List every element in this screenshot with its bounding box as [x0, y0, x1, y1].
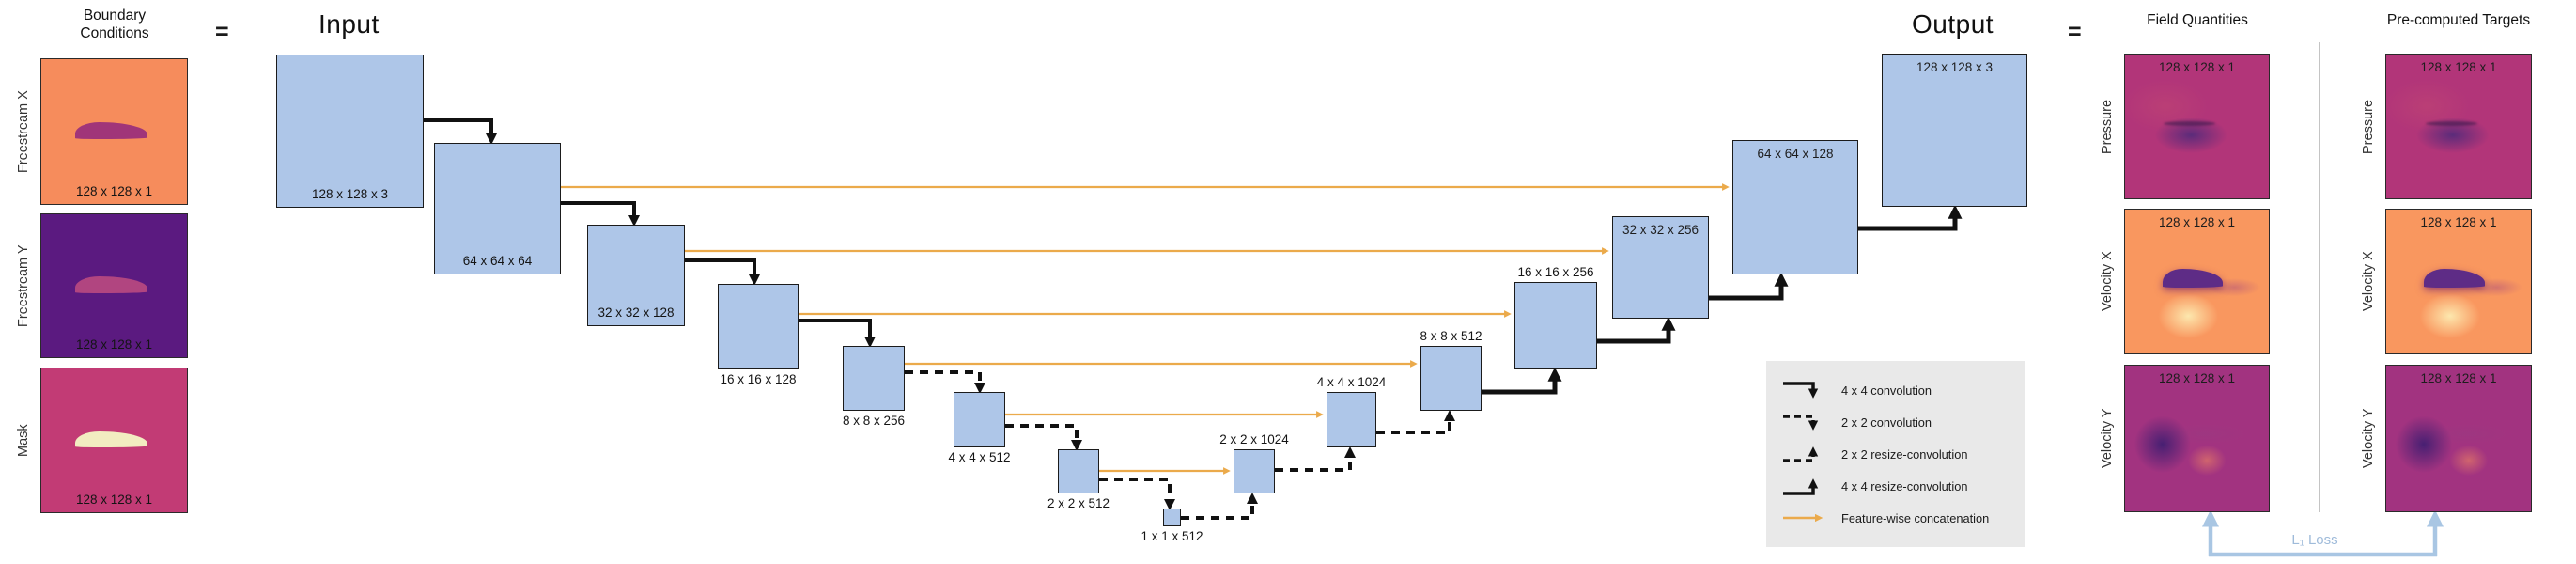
skip-connection-arrows — [561, 183, 1730, 475]
target-pressure-image: Pressure 128 x 128 x 1 — [2361, 54, 2532, 199]
block-dims: 2 x 2 x 1024 — [1219, 432, 1289, 446]
boundary-conditions-title: Boundary Conditions — [80, 8, 149, 41]
equals-sign-left: = — [215, 19, 229, 45]
legend-item-label: 4 x 4 convolution — [1841, 383, 1932, 398]
bottleneck-block-1x1x512: 1 x 1 x 512 — [1141, 509, 1203, 543]
airfoil-shape — [74, 431, 148, 448]
encoder-block-16x16x128: 16 x 16 x 128 — [718, 284, 799, 386]
legend-item: 4 x 4 convolution — [1766, 378, 2025, 403]
field-velocity-y-image: Velocity Y 128 x 128 x 1 — [2100, 365, 2270, 512]
column-divider-line — [2319, 42, 2320, 512]
image-dims: 128 x 128 x 1 — [2420, 371, 2497, 385]
legend-4x4-convolution-arrow-icon — [1783, 382, 1819, 399]
airfoil-shape — [74, 121, 148, 139]
legend-item-label: Feature-wise concatenation — [1841, 510, 1990, 525]
image-dims: 128 x 128 x 1 — [2158, 60, 2236, 74]
freestream-y-label: Freestream Y — [16, 244, 31, 327]
block-dims: 32 x 32 x 128 — [597, 306, 675, 320]
encoder-block-32x32x128: 32 x 32 x 128 — [587, 225, 685, 326]
decoder-block-16x16x256: 16 x 16 x 256 — [1514, 265, 1602, 369]
encoder-block-4x4x512: 4 x 4 x 512 — [948, 392, 1011, 464]
conv-2x2-arrows — [905, 370, 1175, 510]
precomputed-targets-title: Pre-computed Targets — [2386, 12, 2531, 28]
legend-item-label: 4 x 4 resize-convolution — [1841, 478, 1968, 494]
image-dims: 128 x 128 x 1 — [2420, 60, 2497, 74]
legend-feature-concatenation-arrow-icon — [1783, 513, 1823, 523]
input-title: Input — [318, 9, 380, 39]
target-velocity-x-image: Velocity X 128 x 128 x 1 — [2361, 209, 2532, 354]
velocity-y-label: Velocity Y — [2100, 408, 2115, 469]
decoder-block-32x32x256: 32 x 32 x 256 — [1612, 212, 1714, 319]
block-dims: 1 x 1 x 512 — [1141, 529, 1203, 543]
decoder-block-64x64x128: 64 x 64 x 128 — [1732, 135, 1863, 274]
image-dims: 128 x 128 x 1 — [2158, 215, 2236, 229]
freestream-x-label: Freestream X — [16, 90, 31, 173]
output-title: Output — [1912, 9, 1994, 39]
output-block-128x128x3: 128 x 128 x 3 — [1882, 54, 2027, 207]
panel-dims: 128 x 128 x 1 — [75, 184, 153, 198]
velocity-x-label: Velocity X — [2361, 251, 2376, 312]
l1-loss-label: L₁ Loss — [2291, 532, 2338, 548]
resize-conv-4x4-arrows — [1482, 204, 1963, 395]
encoder-block-64x64x64: 64 x 64 x 64 — [434, 143, 561, 274]
equals-sign-right: = — [2068, 19, 2082, 45]
block-dims: 64 x 64 x 128 — [1757, 147, 1834, 161]
image-dims: 128 x 128 x 1 — [2420, 215, 2497, 229]
pressure-label: Pressure — [2361, 99, 2376, 154]
boundary-panel-freestream-y: Freestream Y 128 x 128 x 1 — [16, 213, 188, 358]
l1-loss-bracket — [2202, 509, 2444, 557]
legend-item: 2 x 2 convolution — [1766, 410, 2025, 435]
legend-2x2-convolution-arrow-icon — [1783, 415, 1819, 431]
image-dims: 128 x 128 x 1 — [2158, 371, 2236, 385]
block-dims: 4 x 4 x 1024 — [1316, 375, 1387, 389]
encoder-block-2x2x512: 2 x 2 x 512 — [1047, 449, 1110, 510]
field-quantities-title: Field Quantities — [2147, 12, 2248, 28]
legend-item-label: 2 x 2 convolution — [1841, 415, 1932, 430]
encoder-block-8x8x256: 8 x 8 x 256 — [843, 346, 905, 428]
legend-item: 2 x 2 resize-convolution — [1766, 442, 2025, 467]
pressure-label: Pressure — [2100, 99, 2115, 154]
boundary-panel-freestream-x: Freestream X 128 x 128 x 1 — [16, 58, 188, 205]
block-dims: 4 x 4 x 512 — [948, 450, 1011, 464]
legend-item: 4 x 4 resize-convolution — [1766, 474, 2025, 499]
field-velocity-x-image: Velocity X 128 x 128 x 1 — [2100, 209, 2270, 354]
panel-dims: 128 x 128 x 1 — [75, 337, 153, 352]
block-dims: 64 x 64 x 64 — [462, 254, 533, 268]
legend-2x2-resize-convolution-arrow-icon — [1783, 446, 1819, 462]
block-dims: 8 x 8 x 512 — [1420, 329, 1482, 343]
decoder-block-2x2x1024: 2 x 2 x 1024 — [1219, 432, 1289, 494]
resize-conv-2x2-arrows — [1181, 410, 1455, 520]
field-pressure-image: Pressure 128 x 128 x 1 — [2100, 54, 2270, 199]
legend-4x4-resize-convolution-arrow-icon — [1783, 478, 1819, 495]
velocity-y-label: Velocity Y — [2361, 408, 2376, 469]
target-velocity-y-image: Velocity Y 128 x 128 x 1 — [2361, 365, 2532, 512]
airfoil-shape — [74, 276, 148, 293]
legend-item: Feature-wise concatenation — [1766, 506, 2025, 531]
block-dims: 8 x 8 x 256 — [842, 414, 906, 428]
velocity-x-label: Velocity X — [2100, 251, 2115, 312]
decoder-block-8x8x512: 8 x 8 x 512 — [1420, 329, 1486, 411]
block-dims: 32 x 32 x 256 — [1622, 223, 1699, 237]
legend-box: 4 x 4 convolution 2 x 2 convolution 2 x … — [1766, 361, 2025, 547]
boundary-panel-mask: Mask 128 x 128 x 1 — [16, 368, 188, 513]
encoder-block-128x128x3: 128 x 128 x 3 — [276, 55, 424, 208]
conv-4x4-arrows — [424, 118, 876, 348]
block-dims: 2 x 2 x 512 — [1047, 496, 1110, 510]
legend-item-label: 2 x 2 resize-convolution — [1841, 446, 1968, 462]
block-dims: 128 x 128 x 3 — [311, 187, 389, 201]
decoder-block-4x4x1024: 4 x 4 x 1024 — [1317, 375, 1386, 447]
panel-dims: 128 x 128 x 1 — [75, 493, 153, 507]
block-dims: 16 x 16 x 256 — [1517, 265, 1594, 279]
mask-label: Mask — [16, 424, 31, 457]
block-dims: 16 x 16 x 128 — [720, 372, 797, 386]
block-dims: 128 x 128 x 3 — [1916, 60, 1994, 74]
